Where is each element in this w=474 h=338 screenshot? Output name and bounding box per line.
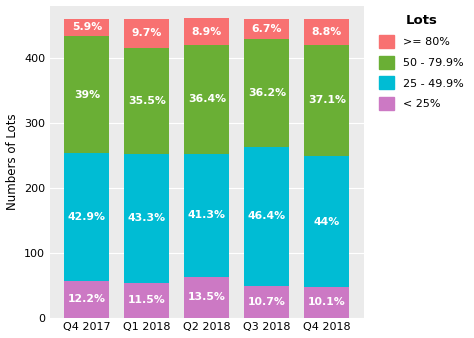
Bar <box>304 156 349 287</box>
Bar <box>245 39 290 147</box>
Bar <box>124 154 169 283</box>
Legend: >= 80%, 50 - 79.9%, 25 - 49.9%, < 25%: >= 80%, 50 - 79.9%, 25 - 49.9%, < 25% <box>375 11 467 113</box>
Text: 10.1%: 10.1% <box>308 297 346 308</box>
Bar <box>64 153 109 281</box>
Text: 42.9%: 42.9% <box>68 212 106 222</box>
Bar <box>64 19 109 36</box>
Bar <box>304 45 349 156</box>
Bar <box>184 45 229 154</box>
Bar <box>184 154 229 277</box>
Text: 8.8%: 8.8% <box>312 27 342 37</box>
Y-axis label: Numbers of Lots: Numbers of Lots <box>6 113 18 210</box>
Bar <box>124 48 169 154</box>
Text: 36.2%: 36.2% <box>248 88 286 98</box>
Bar <box>184 18 229 45</box>
Bar <box>304 287 349 318</box>
Text: 5.9%: 5.9% <box>72 22 102 32</box>
Bar <box>304 19 349 45</box>
Text: 12.2%: 12.2% <box>68 294 106 304</box>
Bar <box>245 19 290 39</box>
Text: 6.7%: 6.7% <box>252 24 282 33</box>
Bar <box>245 286 290 318</box>
Text: 37.1%: 37.1% <box>308 95 346 105</box>
Bar <box>245 147 290 286</box>
Text: 10.7%: 10.7% <box>248 296 286 307</box>
Text: 36.4%: 36.4% <box>188 94 226 104</box>
Text: 8.9%: 8.9% <box>192 27 222 37</box>
Text: 44%: 44% <box>314 217 340 226</box>
Text: 39%: 39% <box>74 90 100 99</box>
Bar <box>124 19 169 48</box>
Bar <box>184 277 229 318</box>
Text: 43.3%: 43.3% <box>128 214 166 223</box>
Text: 41.3%: 41.3% <box>188 211 226 220</box>
Bar <box>64 281 109 318</box>
Bar <box>64 36 109 153</box>
Text: 11.5%: 11.5% <box>128 295 166 306</box>
Bar <box>124 283 169 318</box>
Text: 35.5%: 35.5% <box>128 96 166 106</box>
Text: 46.4%: 46.4% <box>248 211 286 221</box>
Text: 9.7%: 9.7% <box>132 28 162 38</box>
Text: 13.5%: 13.5% <box>188 292 226 303</box>
